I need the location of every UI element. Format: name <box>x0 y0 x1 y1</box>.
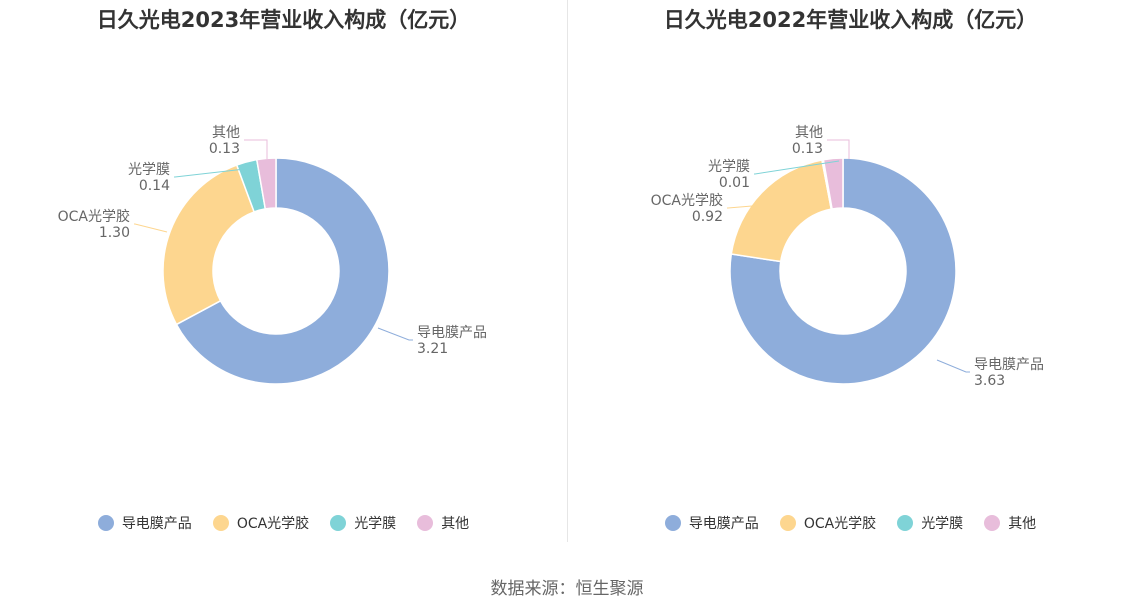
slice-value-label: 0.92 <box>692 209 723 225</box>
legend-label: OCA光学胶 <box>236 516 310 532</box>
legend-2022: 导电膜产品 OCA光学胶 光学膜 其他 <box>567 513 1134 533</box>
chart-2022: 日久光电2022年营业收入构成（亿元） 导电膜产品 3.63 OCA光学胶 0.92 光… <box>567 0 1134 548</box>
slice-value-label: 1.30 <box>99 225 130 241</box>
chart-2023: 日久光电2023年营业收入构成（亿元） 导电膜产品 3.21 OCA光学胶 1.30 光… <box>0 0 567 548</box>
legend-item-daodianmo[interactable]: 导电膜产品 <box>97 513 192 533</box>
slice-value-label: 0.13 <box>209 141 240 157</box>
legend-item-qita[interactable]: 其他 <box>984 513 1036 533</box>
legend-item-guangxuemo[interactable]: 光学膜 <box>330 513 396 533</box>
slice-category-label: OCA光学胶 <box>651 192 723 209</box>
legend-label: 光学膜 <box>921 516 964 532</box>
legend-item-oca[interactable]: OCA光学胶 <box>212 513 310 533</box>
label-leader-line <box>936 359 970 373</box>
legend-label: 光学膜 <box>354 516 397 532</box>
label-leader-line <box>134 223 168 233</box>
legend-item-daodianmo[interactable]: 导电膜产品 <box>664 513 759 533</box>
slice-value-label: 0.13 <box>792 141 823 157</box>
slice-category-label: 光学膜 <box>128 162 170 178</box>
label-leader-line <box>754 160 840 175</box>
legend-label: 其他 <box>441 516 470 532</box>
chart-title-2022: 日久光电2022年营业收入构成（亿元） <box>663 8 1038 32</box>
legend-label: 导电膜产品 <box>121 516 192 532</box>
legend-label: 其他 <box>1008 516 1037 532</box>
legend-label: OCA光学胶 <box>803 516 877 532</box>
legend-swatch <box>417 515 434 531</box>
slice-value-label: 3.63 <box>974 373 1005 389</box>
data-source: 数据来源：恒生聚源 <box>490 579 644 599</box>
legend-swatch <box>664 515 681 531</box>
chart-title-2023: 日久光电2023年营业收入构成（亿元） <box>96 8 471 32</box>
label-leader-line <box>727 205 753 209</box>
legend-item-guangxuemo[interactable]: 光学膜 <box>897 513 963 533</box>
slice-category-label: 导电膜产品 <box>417 325 487 341</box>
legend-swatch <box>897 515 914 531</box>
slice-category-label: 导电膜产品 <box>974 357 1044 373</box>
slice-value-label: 3.21 <box>417 341 448 357</box>
slice-category-label: 光学膜 <box>708 159 750 175</box>
slice-3[interactable] <box>255 157 277 210</box>
legend-item-qita[interactable]: 其他 <box>417 513 469 533</box>
legend-item-oca[interactable]: OCA光学胶 <box>779 513 877 533</box>
slice-3[interactable] <box>822 157 844 210</box>
slice-0[interactable] <box>729 157 957 385</box>
slice-value-label: 0.01 <box>719 175 750 191</box>
label-leader-line <box>827 139 850 159</box>
panel-divider <box>567 0 568 542</box>
legend-label: 导电膜产品 <box>688 516 759 532</box>
slice-1[interactable] <box>162 164 256 326</box>
label-leader-line <box>244 139 268 159</box>
legend-swatch <box>984 515 1001 531</box>
label-leader-line <box>377 327 413 341</box>
slice-value-label: 0.14 <box>139 178 170 194</box>
label-leader-line <box>174 168 246 178</box>
legend-swatch <box>330 515 347 531</box>
legend-swatch <box>779 515 796 531</box>
legend-2023: 导电膜产品 OCA光学胶 光学膜 其他 <box>0 513 567 533</box>
legend-swatch <box>97 515 114 531</box>
slice-category-label: OCA光学胶 <box>58 208 130 225</box>
slice-category-label: 其他 <box>795 125 823 141</box>
slice-0[interactable] <box>175 157 390 385</box>
legend-swatch <box>212 515 229 531</box>
slice-category-label: 其他 <box>212 125 240 141</box>
